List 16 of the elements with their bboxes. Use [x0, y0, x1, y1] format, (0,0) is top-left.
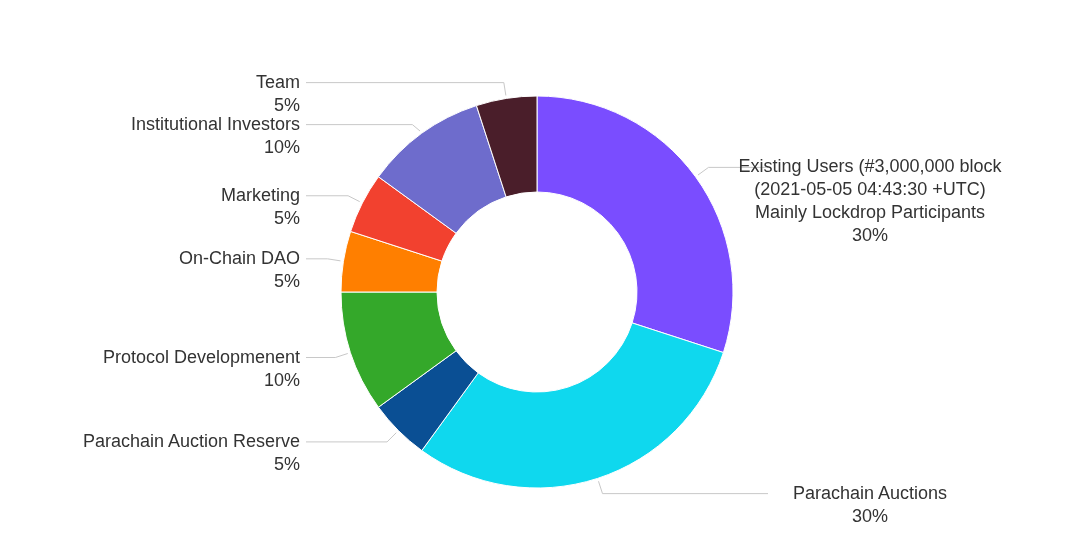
slice-label: Marketing	[220, 184, 300, 205]
data-label: 30%	[851, 505, 889, 526]
slice-label: Parachain Auction Reserve	[82, 430, 300, 451]
slice-label: Parachain Auctions	[792, 482, 948, 503]
data-label: 5%	[273, 207, 300, 228]
slice-label: On-Chain DAO	[178, 247, 300, 268]
data-label: 5%	[273, 270, 300, 291]
data-label: 10%	[263, 136, 300, 157]
slice-label: Team	[255, 71, 300, 92]
slice-label: Protocol Developmenent	[102, 346, 300, 367]
data-label: 5%	[273, 453, 300, 474]
data-label: 30%	[851, 225, 889, 246]
data-label: 10%	[263, 369, 300, 390]
data-label: 5%	[273, 94, 300, 115]
slice-label: Institutional Investors	[130, 113, 300, 134]
slice-label: Existing Users (#3,000,000 block (2021-05-05 04:43:30 +UTC) Mainly Lockdrop Participants	[738, 156, 1003, 223]
